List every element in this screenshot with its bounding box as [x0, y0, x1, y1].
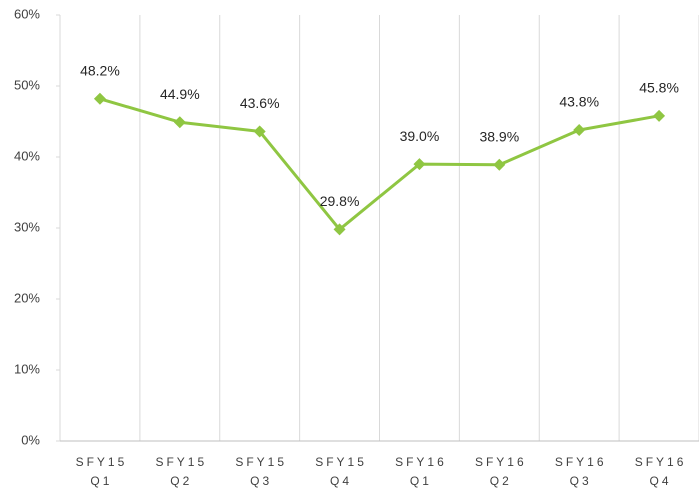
x-tick-label: SFY15	[155, 455, 207, 469]
y-tick-label: 40%	[14, 148, 40, 163]
line	[99, 97, 660, 231]
x-tick-label: Q2	[490, 474, 512, 488]
y-tick-label: 50%	[14, 77, 40, 92]
x-tick-label: SFY16	[555, 455, 607, 469]
x-tick-label: SFY15	[235, 455, 287, 469]
x-tick-label: Q3	[250, 474, 272, 488]
marker	[333, 223, 346, 236]
x-tick-label: Q4	[330, 474, 352, 488]
marker	[653, 109, 666, 122]
data-label: 29.8%	[320, 193, 360, 209]
x-tick-label: Q1	[410, 474, 432, 488]
x-tick-label: SFY15	[76, 455, 128, 469]
marker	[573, 124, 586, 137]
data-label: 45.8%	[639, 80, 679, 96]
x-tick-label: Q3	[570, 474, 592, 488]
x-tick-label: SFY16	[475, 455, 527, 469]
data-label: 39.0%	[400, 128, 440, 144]
data-label: 44.9%	[160, 86, 200, 102]
y-tick-label: 10%	[14, 361, 40, 376]
marker	[413, 158, 426, 171]
marker	[253, 125, 266, 138]
data-label: 43.6%	[240, 95, 280, 111]
y-tick-label: 30%	[14, 219, 40, 234]
y-tick-label: 0%	[21, 432, 40, 447]
data-label: 48.2%	[80, 62, 120, 78]
x-tick-label: SFY15	[315, 455, 367, 469]
y-tick-label: 20%	[14, 290, 40, 305]
x-tick-label: SFY16	[395, 455, 447, 469]
x-tick-label: Q4	[650, 474, 672, 488]
data-label: 43.8%	[559, 94, 599, 110]
marker	[93, 92, 106, 105]
marker	[493, 158, 506, 171]
data-label: 38.9%	[479, 129, 519, 145]
y-tick-label: 60%	[14, 6, 40, 21]
x-tick-label: Q1	[90, 474, 112, 488]
x-tick-label: SFY16	[635, 455, 687, 469]
x-tick-label: Q2	[170, 474, 192, 488]
marker	[173, 116, 186, 129]
